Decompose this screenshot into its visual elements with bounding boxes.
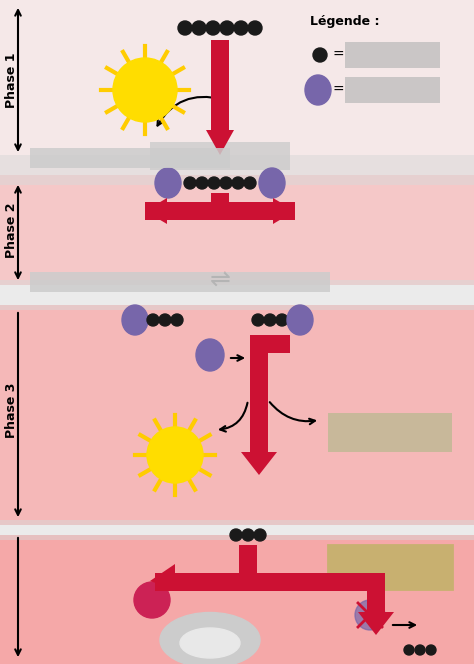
- Circle shape: [113, 58, 177, 122]
- Circle shape: [404, 645, 414, 655]
- FancyBboxPatch shape: [328, 413, 452, 452]
- Circle shape: [355, 600, 385, 630]
- FancyBboxPatch shape: [250, 335, 290, 353]
- Circle shape: [426, 645, 436, 655]
- Ellipse shape: [196, 339, 224, 371]
- Polygon shape: [145, 198, 167, 224]
- Circle shape: [232, 177, 244, 189]
- Circle shape: [192, 21, 206, 35]
- Ellipse shape: [122, 305, 148, 335]
- Circle shape: [220, 177, 232, 189]
- FancyBboxPatch shape: [0, 520, 474, 540]
- Ellipse shape: [259, 168, 285, 198]
- Polygon shape: [241, 452, 277, 475]
- Circle shape: [208, 177, 220, 189]
- Circle shape: [171, 314, 183, 326]
- Circle shape: [313, 48, 327, 62]
- FancyBboxPatch shape: [0, 305, 474, 525]
- FancyBboxPatch shape: [145, 202, 295, 220]
- Polygon shape: [150, 564, 175, 590]
- Text: =: =: [333, 83, 345, 97]
- Circle shape: [206, 21, 220, 35]
- Circle shape: [147, 314, 159, 326]
- Circle shape: [234, 21, 248, 35]
- Text: Phase 2: Phase 2: [5, 203, 18, 258]
- FancyBboxPatch shape: [0, 535, 474, 664]
- Ellipse shape: [180, 628, 240, 658]
- Polygon shape: [206, 130, 234, 155]
- Circle shape: [242, 529, 254, 541]
- Text: =: =: [333, 48, 345, 62]
- Circle shape: [415, 645, 425, 655]
- Text: Phase 3: Phase 3: [5, 382, 18, 438]
- FancyBboxPatch shape: [0, 0, 474, 175]
- FancyBboxPatch shape: [345, 77, 440, 103]
- Ellipse shape: [305, 75, 331, 105]
- Polygon shape: [358, 612, 394, 635]
- Circle shape: [248, 21, 262, 35]
- FancyBboxPatch shape: [0, 175, 474, 285]
- FancyBboxPatch shape: [150, 142, 290, 170]
- FancyBboxPatch shape: [345, 42, 440, 68]
- Circle shape: [244, 177, 256, 189]
- Circle shape: [220, 21, 234, 35]
- Circle shape: [134, 582, 170, 618]
- FancyBboxPatch shape: [211, 40, 229, 130]
- FancyBboxPatch shape: [239, 545, 257, 575]
- Text: Légende :: Légende :: [310, 15, 380, 28]
- FancyBboxPatch shape: [367, 573, 385, 613]
- Circle shape: [230, 529, 242, 541]
- FancyBboxPatch shape: [250, 335, 268, 395]
- Circle shape: [184, 177, 196, 189]
- Circle shape: [147, 427, 203, 483]
- FancyBboxPatch shape: [0, 155, 474, 185]
- FancyBboxPatch shape: [30, 148, 230, 168]
- FancyBboxPatch shape: [0, 280, 474, 310]
- Circle shape: [254, 529, 266, 541]
- Ellipse shape: [287, 305, 313, 335]
- FancyBboxPatch shape: [250, 393, 268, 453]
- Circle shape: [252, 314, 264, 326]
- FancyBboxPatch shape: [211, 193, 229, 211]
- Text: Phase 1: Phase 1: [5, 52, 18, 108]
- Circle shape: [196, 177, 208, 189]
- Circle shape: [178, 21, 192, 35]
- FancyBboxPatch shape: [155, 573, 385, 591]
- Ellipse shape: [155, 168, 181, 198]
- Circle shape: [159, 314, 171, 326]
- Circle shape: [264, 314, 276, 326]
- FancyBboxPatch shape: [328, 545, 452, 589]
- Ellipse shape: [160, 612, 260, 664]
- Text: ⇌: ⇌: [210, 268, 230, 292]
- Circle shape: [276, 314, 288, 326]
- Polygon shape: [273, 198, 295, 224]
- FancyBboxPatch shape: [30, 272, 330, 292]
